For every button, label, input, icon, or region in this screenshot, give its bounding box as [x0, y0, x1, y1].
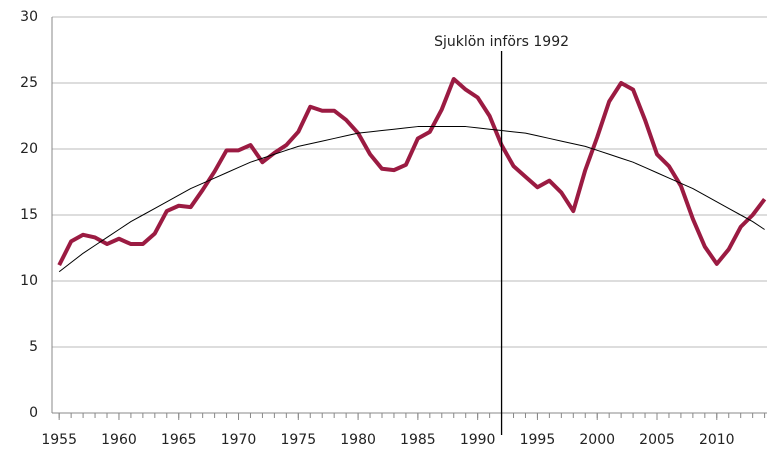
x-tick-label: 1990 [460, 432, 496, 448]
y-tick-label: 0 [29, 405, 38, 421]
data-line [58, 126, 765, 273]
x-tick-label: 2000 [579, 432, 615, 448]
data-line [57, 77, 767, 267]
y-tick-label: 20 [20, 141, 38, 157]
y-tick-label: 5 [29, 339, 38, 355]
x-tick-label: 1955 [41, 432, 77, 448]
annotation-text: Sjuklön införs 1992 [434, 34, 569, 50]
x-tick-label: 1995 [520, 432, 556, 448]
y-tick-label: 15 [20, 207, 38, 223]
y-tick-label: 25 [20, 75, 38, 91]
x-tick-label: 1960 [101, 432, 137, 448]
x-tick-label: 1965 [161, 432, 197, 448]
x-tick-label: 2005 [639, 432, 675, 448]
x-tick-label: 1980 [340, 432, 376, 448]
x-tick-label: 1985 [400, 432, 436, 448]
x-tick-label: 1970 [221, 432, 257, 448]
x-tick-label: 1975 [280, 432, 316, 448]
y-tick-label: 30 [20, 9, 38, 25]
x-tick-label: 2010 [699, 432, 735, 448]
y-tick-label: 10 [20, 273, 38, 289]
